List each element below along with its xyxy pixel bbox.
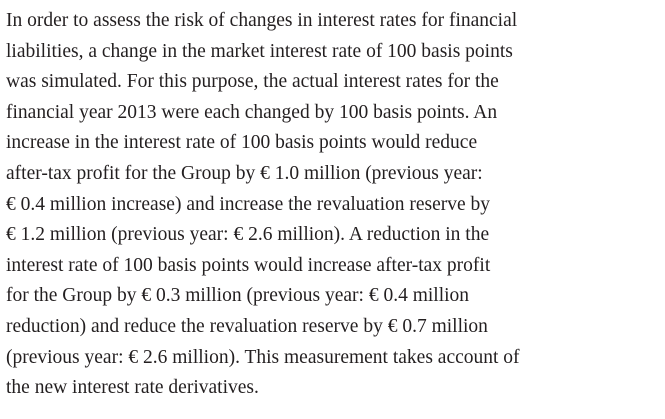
text-line: after-tax profit for the Group by € 1.0 …	[6, 162, 483, 184]
text-line: In order to assess the risk of changes i…	[6, 10, 518, 31]
text-line: € 0.4 million increase) and increase the…	[6, 193, 491, 215]
text-line: was simulated. For this purpose, the act…	[6, 71, 499, 93]
text-line: financial year 2013 were each changed by…	[6, 101, 498, 123]
text-line: the new interest rate derivatives.	[6, 377, 259, 399]
text-line: for the Group by € 0.3 million (previous…	[6, 285, 470, 307]
text-line: liabilities, a change in the market inte…	[6, 40, 513, 62]
text-line: (previous year: € 2.6 million). This mea…	[6, 346, 520, 368]
text-line: € 1.2 million (previous year: € 2.6 mill…	[6, 224, 490, 246]
text-line: increase in the interest rate of 100 bas…	[6, 132, 478, 154]
text-line: reduction) and reduce the revaluation re…	[6, 315, 488, 337]
text-line: interest rate of 100 basis points would …	[6, 254, 491, 276]
paragraph: In order to assess the risk of changes i…	[6, 6, 665, 404]
